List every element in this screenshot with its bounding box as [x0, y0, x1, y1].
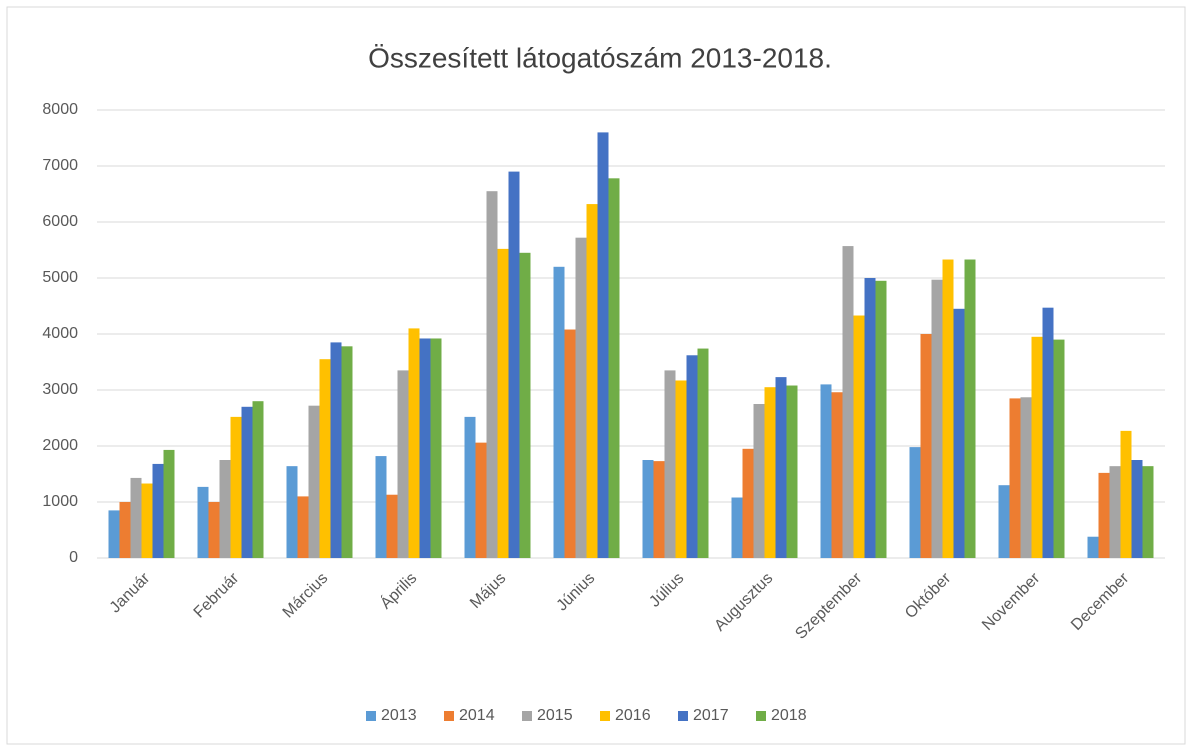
bar — [486, 191, 498, 558]
bar — [920, 334, 932, 558]
bar — [408, 328, 420, 558]
bar — [297, 496, 309, 558]
y-tick-label: 6000 — [42, 213, 78, 230]
legend-label: 2017 — [693, 707, 729, 724]
bar — [575, 237, 587, 558]
bar — [1042, 307, 1054, 558]
bar — [397, 370, 409, 558]
bar — [931, 279, 943, 558]
bar — [597, 132, 609, 558]
bar — [241, 406, 253, 558]
bar — [163, 449, 175, 558]
bar — [664, 370, 676, 558]
bar — [319, 359, 331, 558]
bar — [953, 308, 965, 558]
bar — [419, 338, 431, 558]
y-tick-label: 5000 — [42, 269, 78, 286]
legend-label: 2015 — [537, 707, 573, 724]
y-tick-label: 0 — [69, 549, 78, 566]
bar — [675, 380, 687, 558]
legend-swatch — [600, 711, 610, 721]
bar — [553, 266, 565, 558]
y-tick-label: 1000 — [42, 493, 78, 510]
bar — [341, 346, 353, 558]
bar — [508, 171, 520, 558]
bar — [197, 486, 209, 558]
bar — [141, 483, 153, 558]
legend-swatch — [678, 711, 688, 721]
bar — [853, 315, 865, 558]
bar — [230, 416, 242, 558]
bar — [1053, 339, 1065, 558]
bar — [1120, 430, 1132, 558]
bar — [375, 456, 387, 558]
bar — [1142, 466, 1154, 558]
bar — [386, 494, 398, 558]
bar — [731, 497, 743, 558]
bar — [686, 355, 698, 558]
y-tick-label: 3000 — [42, 381, 78, 398]
bar — [864, 278, 876, 558]
y-tick-label: 7000 — [42, 157, 78, 174]
bar — [697, 348, 709, 558]
legend-swatch — [522, 711, 532, 721]
bar — [608, 178, 620, 558]
bar — [1098, 472, 1110, 558]
bar — [653, 461, 665, 558]
bar — [742, 448, 754, 558]
bar — [820, 384, 832, 558]
bar — [1020, 397, 1032, 558]
bar — [1109, 466, 1121, 558]
legend-label: 2016 — [615, 707, 651, 724]
y-tick-label: 8000 — [42, 101, 78, 118]
bar — [497, 248, 509, 558]
legend-swatch — [444, 711, 454, 721]
legend-swatch — [756, 711, 766, 721]
bar — [219, 460, 231, 558]
legend-label: 2013 — [381, 707, 417, 724]
bar — [330, 342, 342, 558]
bar — [642, 460, 654, 558]
bar — [964, 259, 976, 558]
bar — [1087, 536, 1099, 558]
y-tick-label: 2000 — [42, 437, 78, 454]
legend-label: 2014 — [459, 707, 495, 724]
bar — [1031, 336, 1043, 558]
bar — [998, 485, 1010, 558]
bar — [564, 329, 576, 558]
legend-swatch — [366, 711, 376, 721]
bar — [753, 404, 765, 558]
bar — [475, 442, 487, 558]
bar — [208, 502, 220, 558]
bar — [1009, 398, 1021, 558]
bar — [942, 259, 954, 558]
bar — [286, 466, 298, 558]
bar — [152, 463, 164, 558]
bar — [775, 377, 787, 558]
bar — [842, 246, 854, 558]
legend-label: 2018 — [771, 707, 807, 724]
bar — [909, 447, 921, 558]
bar — [430, 338, 442, 558]
bar — [108, 510, 120, 558]
bar — [119, 502, 131, 558]
y-tick-label: 4000 — [42, 325, 78, 342]
bar — [130, 477, 142, 558]
bar — [875, 280, 887, 558]
bar — [1131, 460, 1143, 558]
bar — [308, 405, 320, 558]
bar — [252, 401, 264, 558]
bar — [464, 416, 476, 558]
chart-title: Összesített látogatószám 2013-2018. — [368, 42, 832, 73]
bar — [786, 385, 798, 558]
bar — [519, 252, 531, 559]
bar — [586, 204, 598, 558]
bar — [831, 392, 843, 558]
bar — [764, 387, 776, 558]
